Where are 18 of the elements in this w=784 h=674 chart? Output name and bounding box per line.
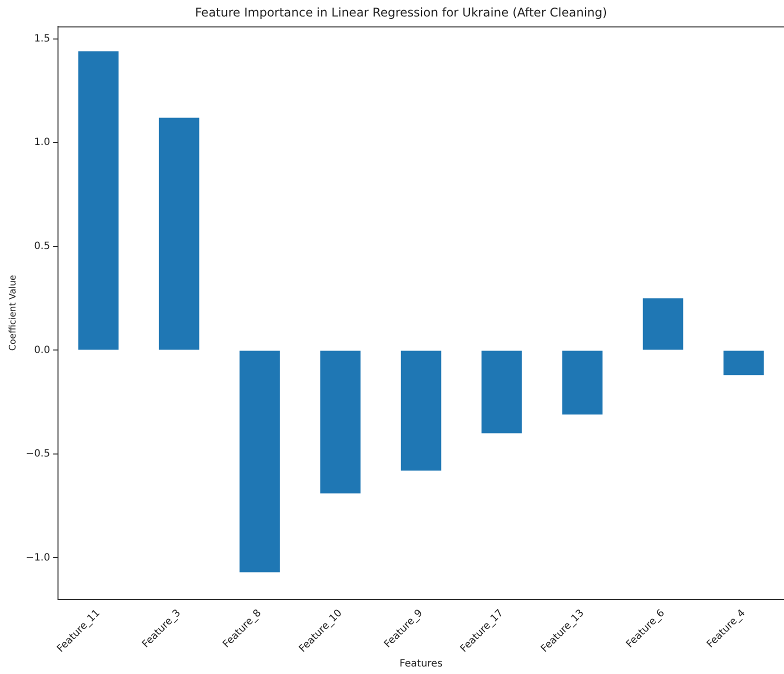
bar (78, 51, 119, 350)
x-axis-title: Features (400, 658, 443, 670)
bar (240, 350, 280, 572)
y-tick-label: 0.0 (34, 344, 50, 356)
bar (482, 350, 522, 434)
bar (562, 350, 603, 415)
y-tick-label: 1.5 (34, 33, 50, 44)
y-axis-title: Coefficient Value (8, 274, 19, 351)
chart-title: Feature Importance in Linear Regression for Ukraine (After Cleaning) (194, 5, 608, 20)
y-tick-label: 0.5 (34, 241, 50, 252)
bar (320, 350, 361, 494)
bar (400, 350, 442, 471)
bar (724, 350, 764, 376)
bar (158, 118, 200, 350)
y-tick-label: 1.0 (34, 137, 50, 148)
y-tick-label: −1.0 (26, 552, 50, 564)
y-tick-label: −0.5 (26, 448, 50, 460)
bar (642, 298, 684, 350)
